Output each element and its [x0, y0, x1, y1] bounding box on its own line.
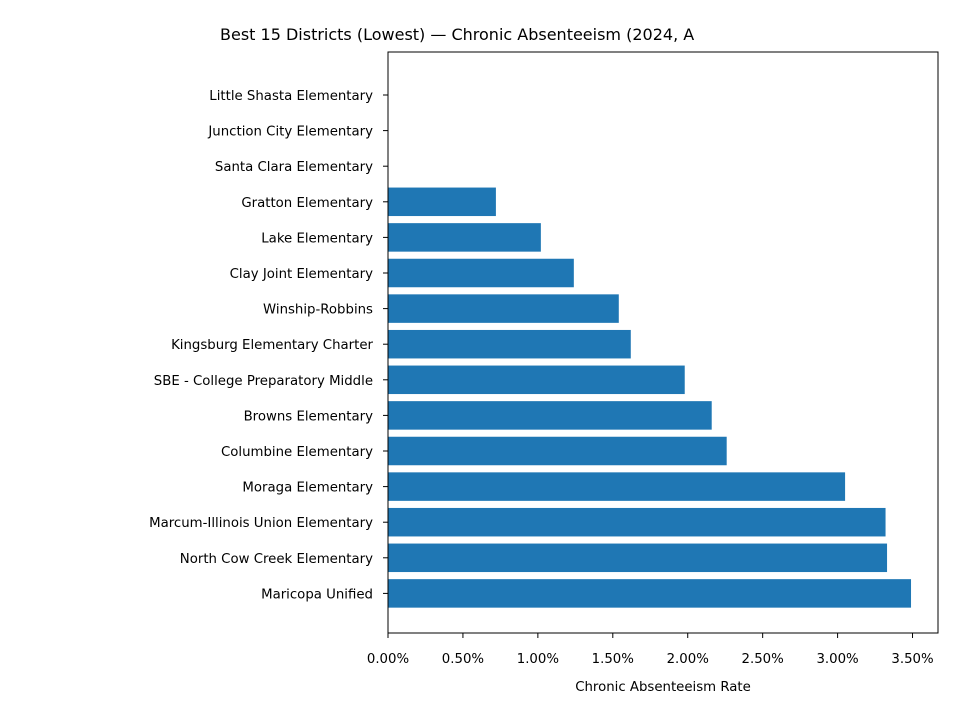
- bar-13: [388, 543, 888, 573]
- bar-11: [388, 472, 846, 501]
- plot-frame: [387, 51, 939, 634]
- x-tick-label-4: 2.00%: [667, 652, 709, 667]
- y-tick-label-8: SBE - College Preparatory Middle: [154, 374, 373, 389]
- x-tick-label-2: 1.00%: [517, 652, 559, 667]
- bar-8: [388, 365, 685, 395]
- y-tick-label-5: Clay Joint Elementary: [230, 267, 374, 282]
- bar-7: [388, 329, 631, 359]
- x-tick-label-0: 0.00%: [367, 652, 409, 667]
- x-axis-ticks: 0.00% 0.50% 1.00% 1.50% 2.00% 2.50% 3.00% 3.50%: [367, 633, 934, 667]
- bar-9: [388, 401, 712, 430]
- y-tick-label-7: Kingsburg Elementary Charter: [171, 338, 373, 353]
- x-tick-label-1: 0.50%: [442, 652, 484, 667]
- bar-4: [388, 223, 541, 252]
- bars-group: [388, 187, 912, 608]
- bar-10: [388, 436, 727, 466]
- x-tick-label-7: 3.50%: [891, 652, 933, 667]
- y-tick-label-1: Junction City Elementary: [207, 125, 373, 140]
- bar-3: [388, 187, 496, 217]
- bar-5: [388, 258, 574, 288]
- y-axis-ticks: Little Shasta Elementary Junction City El…: [149, 89, 388, 602]
- y-tick-label-11: Moraga Elementary: [242, 481, 373, 496]
- y-tick-label-6: Winship-Robbins: [263, 303, 373, 318]
- x-tick-label-6: 3.00%: [816, 652, 858, 667]
- x-axis-label: Chronic Absenteeism Rate: [575, 680, 751, 695]
- y-tick-label-12: Marcum-Illinois Union Elementary: [149, 516, 373, 531]
- chart-title: Best 15 Districts (Lowest) — Chronic Abs…: [220, 25, 694, 44]
- y-tick-label-10: Columbine Elementary: [221, 445, 373, 460]
- y-tick-label-2: Santa Clara Elementary: [215, 160, 373, 175]
- y-tick-label-9: Browns Elementary: [244, 409, 374, 424]
- bar-14: [388, 579, 912, 608]
- y-tick-label-14: Maricopa Unified: [261, 587, 373, 602]
- y-tick-label-4: Lake Elementary: [261, 231, 373, 246]
- y-tick-label-0: Little Shasta Elementary: [209, 89, 373, 104]
- bar-6: [388, 294, 619, 323]
- y-tick-label-13: North Cow Creek Elementary: [180, 552, 373, 567]
- x-tick-label-5: 2.50%: [742, 652, 784, 667]
- bar-12: [388, 507, 886, 537]
- y-tick-label-3: Gratton Elementary: [241, 196, 373, 211]
- x-tick-label-3: 1.50%: [592, 652, 634, 667]
